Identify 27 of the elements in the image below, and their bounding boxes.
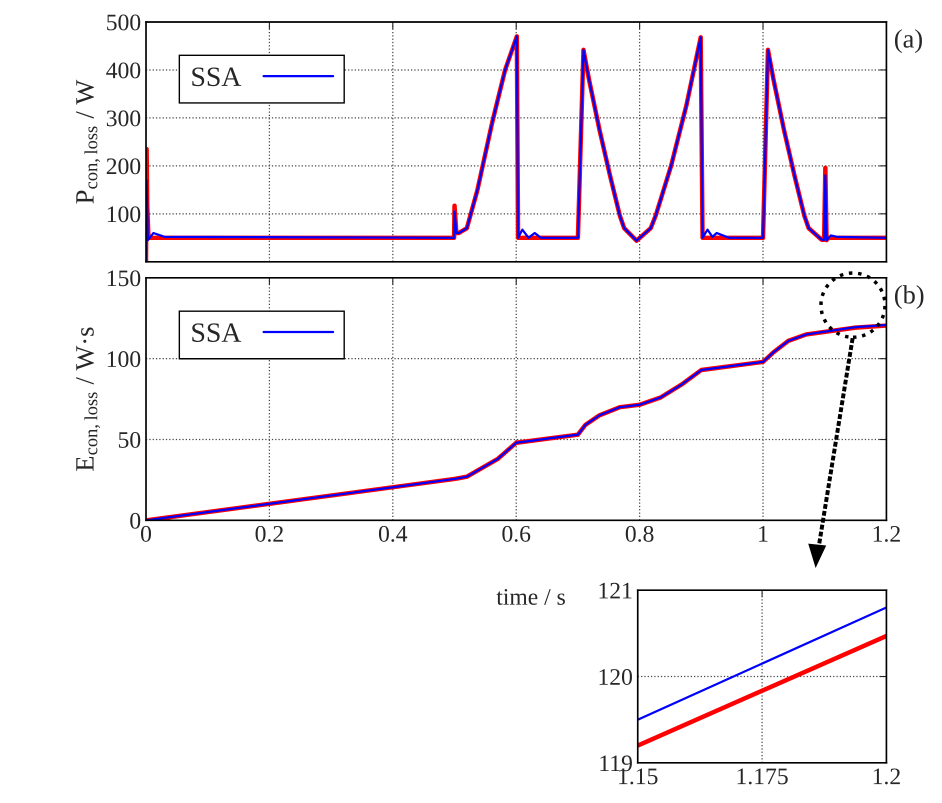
x-tick-label: 0.6 (502, 526, 530, 542)
y-tick-label: 100 (108, 206, 140, 222)
y-tick-label: 121 (600, 582, 632, 598)
x-tick-label: 1.2 (874, 526, 900, 542)
y-tick-label: 400 (106, 62, 140, 78)
x-tick-label: 0 (141, 526, 152, 542)
x-tick-label: 0.8 (626, 526, 654, 542)
legend-label: SSA (192, 67, 242, 86)
y-tick-label: 200 (106, 158, 140, 174)
y-axis-title: E$_{con,loss}$ / W·s (76, 328, 100, 471)
y-tick-label: 150 (108, 270, 140, 286)
x-tick-label: 1 (759, 526, 768, 542)
text: (b) (894, 285, 924, 310)
text: (a) (894, 29, 922, 54)
y-tick-label: 100 (108, 351, 140, 368)
y-tick-label: 120 (600, 669, 632, 685)
x-tick-label: 0.2 (256, 526, 283, 542)
y-tick-label: 300 (106, 110, 140, 126)
x-tick-label: 1.2 (874, 768, 900, 784)
y-tick-label: 500 (107, 14, 140, 30)
y-tick-label: 0 (130, 512, 140, 529)
x-tick-label: 1.175 (738, 768, 788, 784)
x-tick-label: 0.4 (378, 526, 408, 542)
y-tick-label: 50 (118, 432, 140, 448)
x-axis-title: time / s (496, 588, 565, 605)
legend-label: SSA (192, 323, 242, 342)
y-axis-title: P$_{con,loss}$ / W (76, 80, 100, 204)
